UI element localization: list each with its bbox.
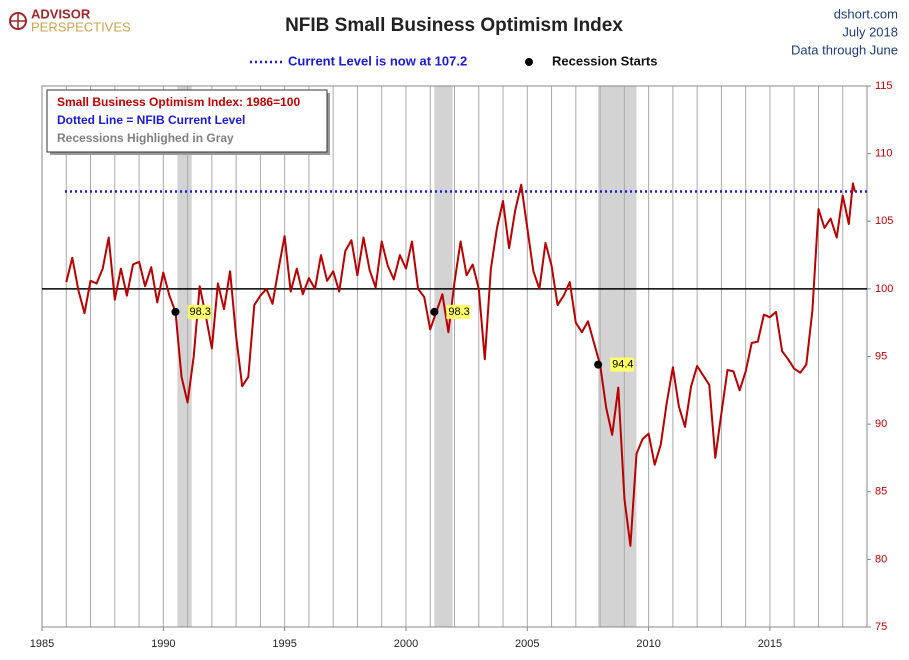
x-tick-label: 2015: [758, 638, 782, 650]
legend-label: Recession Starts: [552, 53, 658, 68]
recession-band: [434, 86, 453, 627]
logo-icon-cross: [10, 13, 26, 29]
note: Dotted Line = NFIB Current Level: [57, 113, 245, 127]
recession-start-marker: [171, 307, 180, 316]
y-tick-label: 100: [875, 283, 893, 295]
y-tick-label: 95: [875, 350, 887, 362]
value-label-box: [187, 304, 212, 319]
source: dshort.com: [834, 6, 898, 21]
y-tick-label: 115: [875, 80, 893, 92]
value-label: 98.3: [189, 306, 210, 318]
data-line: [65, 182, 856, 547]
source: July 2018: [842, 24, 898, 39]
value-label: 94.4: [612, 359, 633, 371]
y-tick-label: 105: [875, 215, 893, 227]
value-label: 98.3: [448, 306, 469, 318]
y-tick-label: 80: [875, 553, 887, 565]
recession-band: [177, 86, 192, 627]
legend-label: Current Level is now at 107.2: [288, 53, 467, 68]
x-tick-label: 1985: [30, 638, 54, 650]
x-tick-label: 1990: [151, 638, 175, 650]
legend-marker: [525, 58, 533, 66]
y-tick-label: 110: [875, 148, 893, 160]
logo-text: ADVISOR: [31, 6, 91, 21]
notes-box: [46, 89, 328, 153]
x-tick-label: 2000: [394, 638, 418, 650]
y-tick-label: 90: [875, 418, 887, 430]
recession-start-marker: [430, 307, 439, 316]
chart-title: NFIB Small Business Optimism Index: [285, 15, 623, 36]
x-tick-label: 2010: [636, 638, 660, 650]
y-tick-label: 85: [875, 486, 887, 498]
note: Recessions Highlighed in Gray: [57, 131, 234, 145]
note: Small Business Optimism Index: 1986=100: [57, 95, 300, 109]
y-tick-label: 75: [875, 621, 887, 633]
x-tick-label: 2005: [515, 638, 539, 650]
value-label-box: [446, 304, 471, 319]
x-tick-label: 1995: [272, 638, 296, 650]
logo-text: PERSPECTIVES: [31, 19, 131, 34]
recession-start-marker: [594, 360, 603, 369]
value-label-box: [610, 357, 635, 372]
source: Data through June: [791, 42, 898, 57]
